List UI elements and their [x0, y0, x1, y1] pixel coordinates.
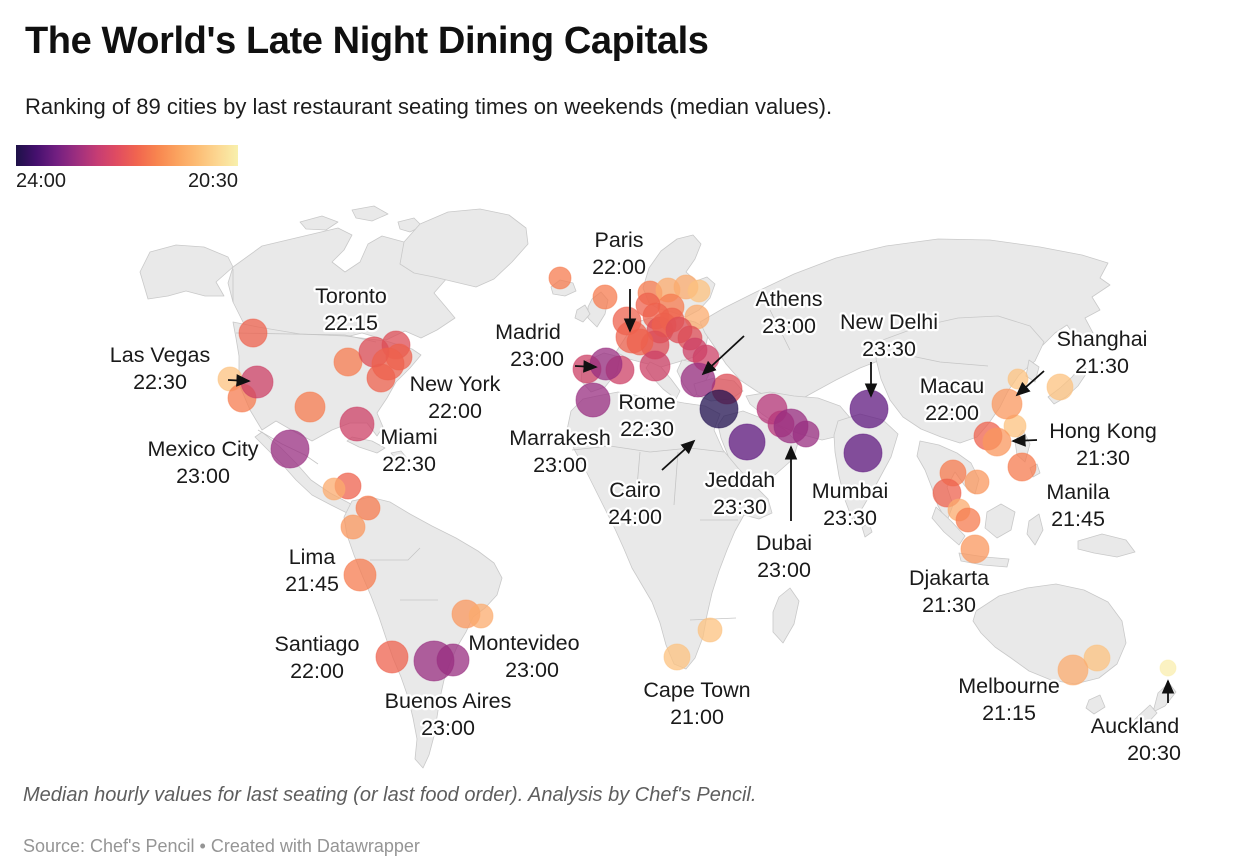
- city-circle-marrakesh[interactable]: [575, 382, 611, 418]
- city-circle[interactable]: [964, 469, 990, 495]
- city-circle-jeddah[interactable]: [728, 423, 766, 461]
- leader-arrow: [574, 360, 598, 373]
- city-circle-new-york[interactable]: [371, 347, 405, 381]
- city-circle-rome[interactable]: [639, 350, 671, 382]
- leader-arrows: [227, 289, 1175, 703]
- city-label: Paris 22:00: [592, 228, 646, 279]
- city-circle-melbourne[interactable]: [1057, 654, 1089, 686]
- city-circle-mumbai[interactable]: [843, 433, 883, 473]
- city-label: Macau 22:00: [920, 374, 985, 425]
- city-circle[interactable]: [1083, 644, 1111, 672]
- city-circle[interactable]: [294, 391, 326, 423]
- legend-min-label: 24:00: [16, 170, 67, 192]
- city-circle-madrid[interactable]: [589, 347, 623, 381]
- city-label: Mexico City 23:00: [147, 437, 258, 488]
- city-circle[interactable]: [955, 507, 981, 533]
- city-circle-new-delhi[interactable]: [849, 389, 889, 429]
- source-line: Source: Chef's Pencil • Created with Dat…: [23, 836, 420, 856]
- city-label: Djakarta 21:30: [909, 566, 989, 617]
- city-circle[interactable]: [697, 617, 723, 643]
- leader-arrow: [661, 439, 696, 471]
- leader-arrow: [1015, 370, 1045, 397]
- city-label: New Delhi 23:30: [840, 310, 938, 361]
- city-label: Madrid 23:00: [495, 320, 564, 371]
- legend-max-label: 20:30: [187, 170, 238, 192]
- city-circle[interactable]: [468, 603, 494, 629]
- country-borders: [232, 269, 989, 621]
- city-label: Lima 21:45: [285, 545, 339, 596]
- city-label: Manila 21:45: [1046, 480, 1109, 531]
- city-circle-miami[interactable]: [339, 406, 375, 442]
- city-label: Auckland 20:30: [1091, 714, 1181, 765]
- city-label: Cairo 24:00: [608, 478, 662, 529]
- city-circle-djakarta[interactable]: [960, 534, 990, 564]
- city-circle-las-vegas[interactable]: [240, 365, 274, 399]
- color-legend: 24:00 20:30: [16, 145, 238, 193]
- city-circle-buenos-aires[interactable]: [413, 640, 455, 682]
- city-label: Marrakesh 23:00: [509, 426, 611, 477]
- chart-subtitle: Ranking of 89 cities by last restaurant …: [25, 94, 833, 119]
- city-circle-lima[interactable]: [343, 558, 377, 592]
- city-circle-manila[interactable]: [1007, 452, 1037, 482]
- city-circle[interactable]: [1046, 373, 1074, 401]
- city-label: Melbourne 21:15: [958, 674, 1060, 725]
- leader-arrow: [701, 335, 745, 376]
- page-title: The World's Late Night Dining Capitals: [25, 20, 709, 62]
- city-circle-hong-kong[interactable]: [982, 427, 1012, 457]
- city-circle-auckland[interactable]: [1159, 659, 1177, 677]
- leader-arrow: [227, 374, 251, 387]
- city-label: Las Vegas 22:30: [110, 343, 210, 394]
- city-circle[interactable]: [687, 279, 711, 303]
- city-label: Rome 22:30: [618, 390, 675, 441]
- city-circle[interactable]: [355, 495, 381, 521]
- city-circle-mexico-city[interactable]: [270, 429, 310, 469]
- city-label: Dubai 23:00: [756, 531, 812, 582]
- city-circle-paris[interactable]: [615, 320, 649, 354]
- city-circle[interactable]: [238, 318, 268, 348]
- city-label: Shanghai 21:30: [1057, 327, 1148, 378]
- leader-arrow: [1011, 434, 1038, 447]
- city-circle[interactable]: [333, 347, 363, 377]
- city-label: Cape Town 21:00: [643, 678, 750, 729]
- city-circle-cairo[interactable]: [699, 389, 739, 429]
- city-label: Hong Kong 21:30: [1049, 419, 1157, 470]
- city-label: Montevideo 23:00: [468, 631, 579, 682]
- city-circle-dubai[interactable]: [773, 408, 809, 444]
- city-label: Mumbai 23:30: [812, 479, 888, 530]
- city-label: Jeddah 23:30: [705, 468, 776, 519]
- city-circle-cape-town[interactable]: [663, 643, 691, 671]
- city-label: New York 22:00: [410, 372, 501, 423]
- background-city-circles: [217, 266, 1111, 672]
- city-label: Santiago 22:00: [275, 632, 360, 683]
- legend-gradient-bar: [16, 145, 238, 166]
- legend-labels: 24:00 20:30: [16, 170, 238, 193]
- city-label: Miami 22:30: [380, 425, 437, 476]
- chart-note: Median hourly values for last seating (o…: [23, 784, 757, 806]
- city-circle[interactable]: [592, 284, 618, 310]
- city-label: Athens 23:00: [756, 287, 823, 338]
- city-circle[interactable]: [340, 514, 366, 540]
- city-circle[interactable]: [548, 266, 572, 290]
- city-circle[interactable]: [1007, 368, 1029, 390]
- city-circle-shanghai[interactable]: [991, 388, 1023, 420]
- city-label: Toronto 22:15: [315, 284, 387, 335]
- city-circle[interactable]: [322, 477, 346, 501]
- city-label: Buenos Aires 23:00: [385, 689, 512, 740]
- city-circle-santiago[interactable]: [375, 640, 409, 674]
